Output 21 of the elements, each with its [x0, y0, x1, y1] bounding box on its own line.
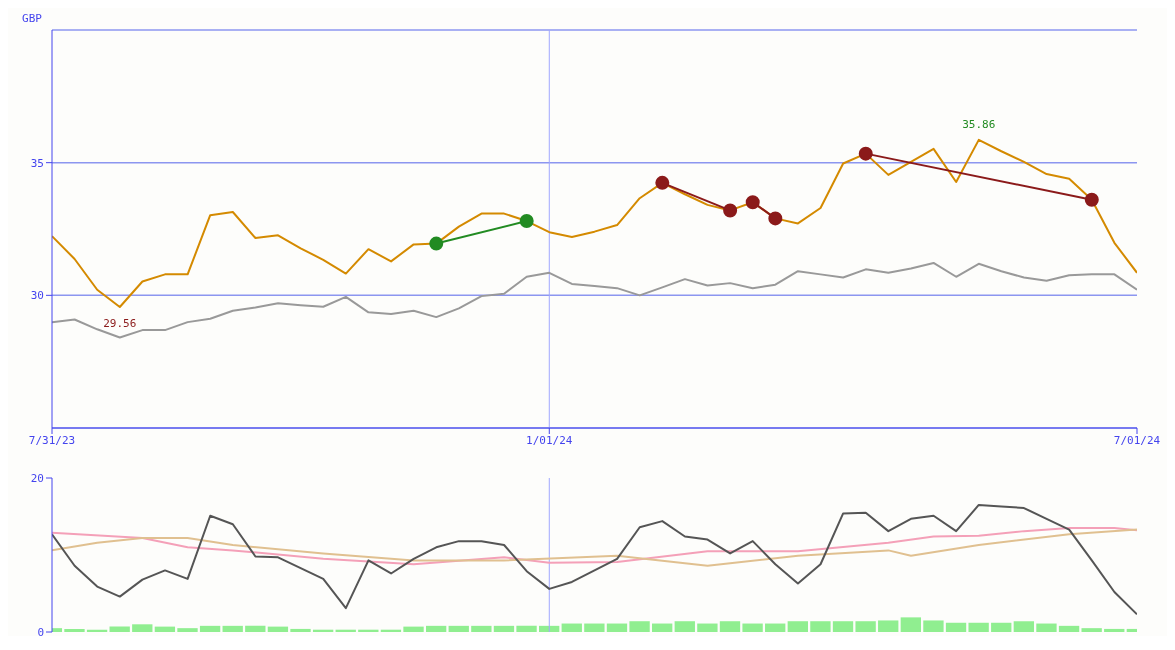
point	[655, 175, 670, 190]
point	[1084, 192, 1099, 207]
point	[768, 211, 783, 226]
y-tick-label: 0	[37, 625, 44, 639]
y-tick-label: 20	[30, 471, 44, 485]
y-tick-label: 35	[30, 156, 44, 170]
annotation: 35.86	[962, 117, 996, 131]
point	[723, 203, 738, 218]
x-tick-label: 7/31/23	[28, 433, 76, 447]
x-tick-label: 7/01/24	[1113, 433, 1161, 447]
point	[519, 214, 534, 229]
annotation: 29.56	[103, 316, 137, 330]
point	[745, 195, 760, 210]
x-tick-label: 1/01/24	[526, 433, 573, 447]
line-series	[52, 261, 1137, 339]
y-axis-title: GBP	[22, 12, 43, 25]
line-series	[52, 138, 1137, 309]
line-series	[52, 503, 1137, 616]
point	[429, 236, 444, 251]
point	[858, 146, 873, 161]
y-tick-label: 30	[30, 289, 44, 303]
